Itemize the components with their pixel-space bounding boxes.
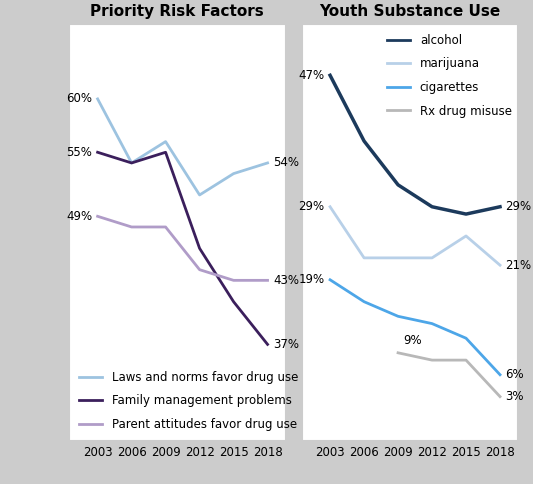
Text: 54%: 54% bbox=[273, 156, 299, 169]
Text: 9%: 9% bbox=[403, 334, 422, 347]
Title: Priority Risk Factors: Priority Risk Factors bbox=[90, 4, 264, 19]
Legend: alcohol, marijuana, cigarettes, Rx drug misuse: alcohol, marijuana, cigarettes, Rx drug … bbox=[383, 30, 515, 121]
Text: 29%: 29% bbox=[298, 200, 325, 213]
Text: 3%: 3% bbox=[506, 390, 524, 403]
Text: 55%: 55% bbox=[66, 146, 92, 159]
Text: 21%: 21% bbox=[506, 258, 532, 272]
Legend: Laws and norms favor drug use, Family management problems, Parent attitudes favo: Laws and norms favor drug use, Family ma… bbox=[75, 367, 302, 435]
Text: 49%: 49% bbox=[66, 210, 92, 223]
Text: 19%: 19% bbox=[298, 273, 325, 286]
Text: 37%: 37% bbox=[273, 338, 299, 351]
Title: Youth Substance Use: Youth Substance Use bbox=[319, 4, 500, 19]
Text: 60%: 60% bbox=[66, 92, 92, 106]
Text: 29%: 29% bbox=[506, 200, 532, 213]
Text: 47%: 47% bbox=[298, 69, 325, 82]
Text: 43%: 43% bbox=[273, 274, 299, 287]
Text: 6%: 6% bbox=[506, 368, 524, 381]
